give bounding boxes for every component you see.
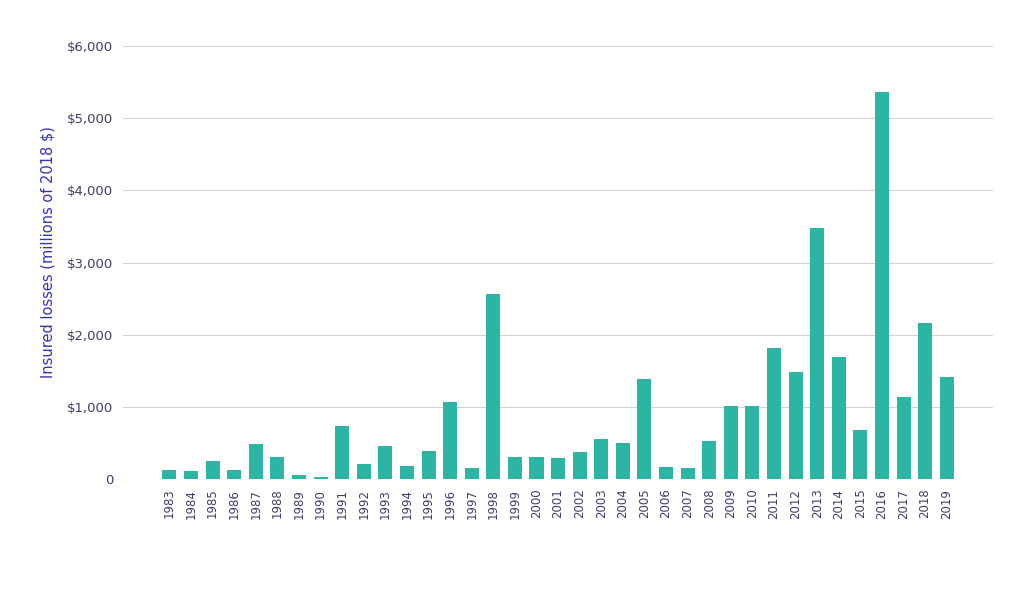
Bar: [702, 441, 716, 479]
Bar: [788, 372, 803, 479]
Bar: [508, 457, 522, 479]
Y-axis label: Insured losses (millions of 2018 $): Insured losses (millions of 2018 $): [41, 126, 55, 378]
Bar: [227, 470, 242, 479]
Bar: [163, 470, 176, 479]
Bar: [313, 478, 328, 479]
Bar: [831, 357, 846, 479]
Bar: [443, 402, 457, 479]
Bar: [551, 458, 565, 479]
Bar: [572, 451, 587, 479]
Bar: [659, 467, 673, 479]
Bar: [529, 457, 544, 479]
Bar: [184, 471, 198, 479]
Bar: [919, 323, 932, 479]
Bar: [853, 430, 867, 479]
Bar: [465, 468, 479, 479]
Bar: [615, 443, 630, 479]
Bar: [378, 446, 392, 479]
Bar: [594, 438, 608, 479]
Bar: [400, 466, 414, 479]
Bar: [874, 92, 889, 479]
Bar: [356, 464, 371, 479]
Bar: [637, 379, 651, 479]
Bar: [486, 293, 501, 479]
Bar: [745, 406, 760, 479]
Bar: [292, 475, 306, 479]
Bar: [206, 461, 220, 479]
Bar: [270, 457, 285, 479]
Bar: [940, 377, 953, 479]
Bar: [249, 445, 263, 479]
Bar: [896, 397, 910, 479]
Bar: [810, 228, 824, 479]
Bar: [724, 406, 738, 479]
Bar: [335, 426, 349, 479]
Bar: [422, 451, 435, 479]
Bar: [681, 468, 694, 479]
Bar: [767, 348, 781, 479]
